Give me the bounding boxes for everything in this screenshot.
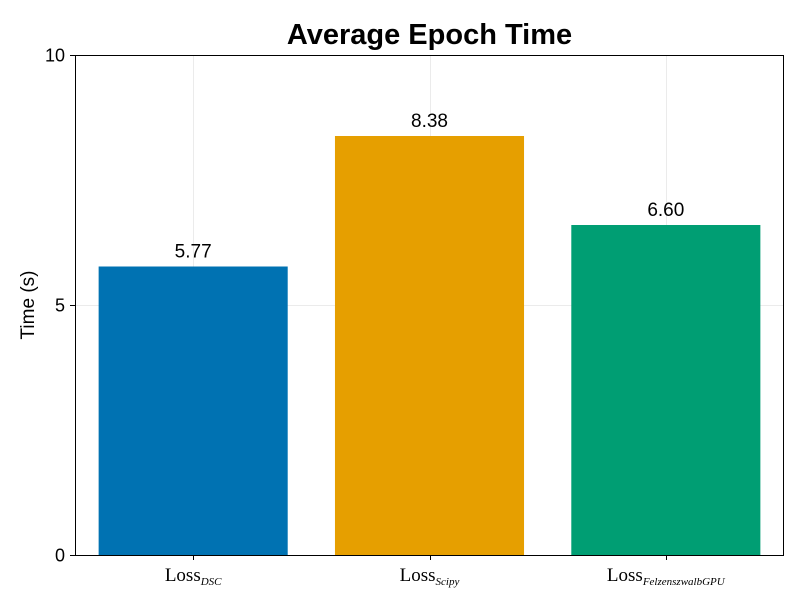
bar (334, 136, 525, 555)
bar-value-label: 6.60 (647, 200, 684, 221)
plot-frame (75, 55, 784, 556)
bar-value-label: 5.77 (175, 242, 212, 263)
y-tick-label: 5 (55, 296, 65, 316)
bar (571, 225, 761, 555)
x-tick-label: LossFelzenszwalbGPU (607, 565, 726, 588)
y-tick-label: 0 (55, 546, 65, 566)
bar-value-label: 8.38 (411, 111, 448, 132)
bar-layer (98, 136, 761, 555)
y-axis-label: Time (s) (18, 271, 39, 340)
tick-layer: 0 5 10 LossDSC LossScipy LossFelzenszwalbGPU (45, 46, 726, 589)
label-layer: 5.77 8.38 6.60 (175, 111, 685, 263)
x-tick-label: LossDSC (165, 565, 222, 588)
bar (98, 266, 288, 555)
x-tick-label: LossScipy (400, 565, 460, 588)
chart-title: Average Epoch Time (287, 19, 572, 51)
y-tick-label: 10 (45, 46, 65, 66)
